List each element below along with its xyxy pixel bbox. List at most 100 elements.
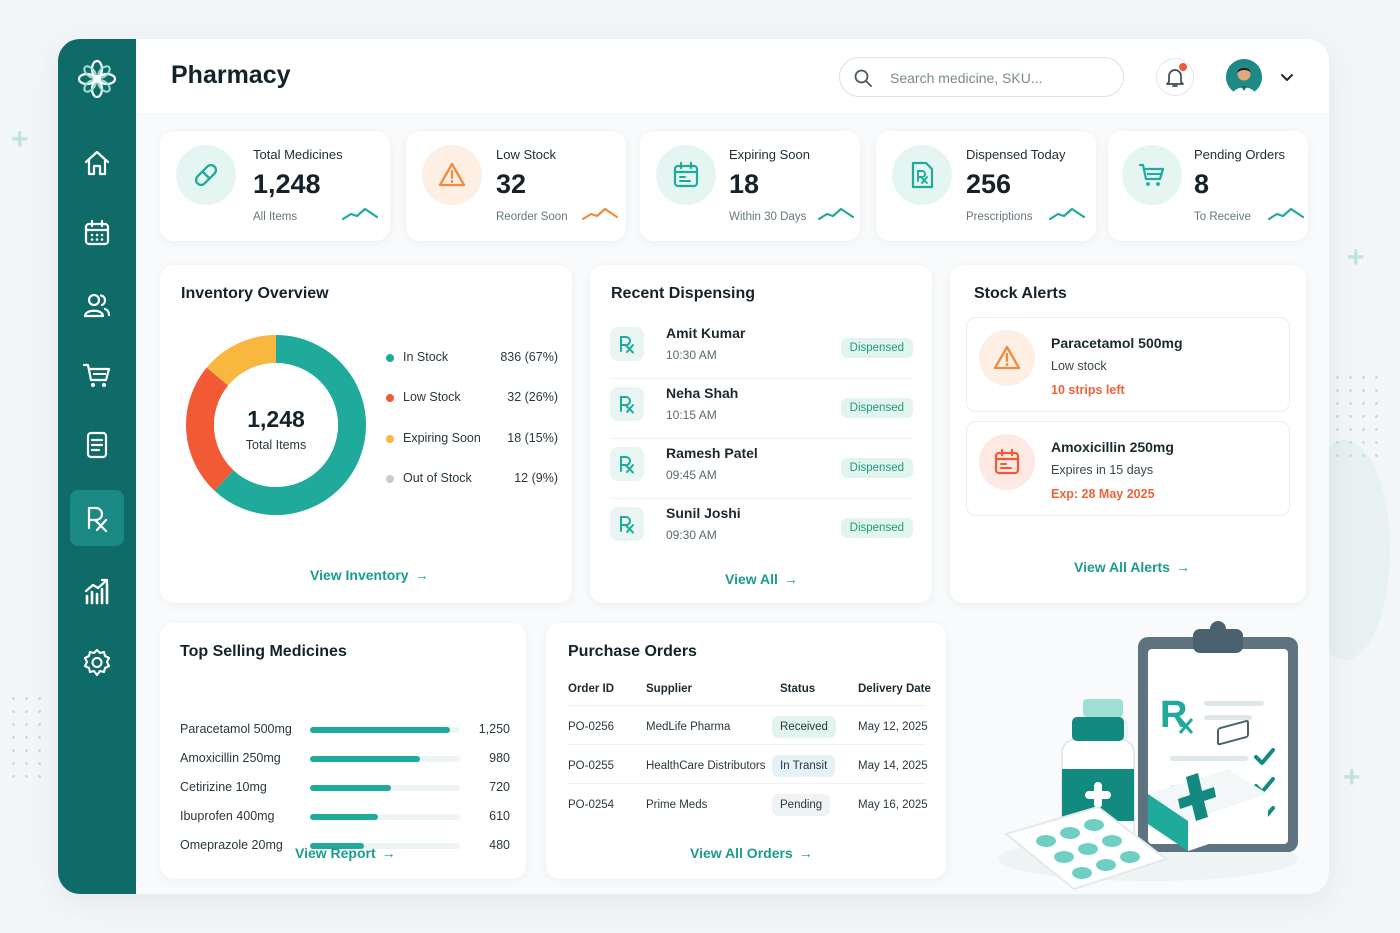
stat-value: 18 (729, 169, 760, 199)
sales-bar (310, 814, 379, 820)
stat-card-total-medicines[interactable]: Total Medicines 1,248 All Items (160, 131, 390, 241)
sales-bar (310, 843, 364, 849)
view-inventory-link[interactable]: View Inventory → (310, 567, 429, 583)
purchase-orders-card: Purchase Orders Order ID Supplier Status… (546, 623, 946, 879)
view-all-alerts-link[interactable]: View All Alerts → (1074, 559, 1190, 575)
stat-card-low-stock[interactable]: Low Stock 32 Reorder Soon (406, 131, 626, 241)
calendar-icon (84, 219, 110, 246)
sales-bar (310, 727, 450, 733)
top-selling-row[interactable]: Amoxicillin 250mg 980 (180, 749, 510, 769)
donut-segment-in-stock (214, 335, 366, 515)
order-id: PO-0256 (568, 721, 615, 733)
column-header: Delivery Date (858, 683, 931, 695)
dispense-time: 10:30 AM (666, 348, 717, 362)
legend-item: Low Stock 32 (26%) (386, 390, 558, 404)
arrow-right-icon: → (783, 571, 798, 587)
top-selling-row[interactable]: Cetirizine 10mg 720 (180, 778, 510, 798)
legend-value: 12 (9%) (514, 471, 558, 485)
alert-note: 10 strips left (1051, 383, 1125, 397)
trend-sparkline-icon (342, 207, 378, 221)
recent-dispensing-card: Recent Dispensing Amit Kumar 10:30 AM Di… (590, 265, 932, 603)
users-icon (83, 293, 111, 318)
chevron-down-icon[interactable] (1279, 69, 1295, 85)
inventory-overview-card: Inventory Overview 1,248 Total Items In … (160, 265, 572, 603)
sales-value: 720 (489, 780, 510, 794)
nav-home[interactable] (70, 135, 124, 191)
link-label: View Inventory (310, 567, 409, 583)
arrow-right-icon: → (414, 567, 429, 583)
patient-name: Amit Kumar (666, 325, 746, 341)
stat-card-pending-orders[interactable]: Pending Orders 8 To Receive (1108, 131, 1308, 241)
dots-decoration (1336, 376, 1378, 457)
rx-icon (610, 447, 644, 481)
sales-value: 980 (489, 751, 510, 765)
avatar[interactable] (1226, 59, 1262, 95)
plus-decoration: + (11, 123, 29, 156)
alert-item[interactable]: Amoxicillin 250mg Expires in 15 days Exp… (966, 421, 1290, 516)
stat-sub: Within 30 Days (729, 211, 807, 223)
top-selling-row[interactable]: Ibuprofen 400mg 610 (180, 807, 510, 827)
gear-icon (83, 648, 111, 677)
nav-cart[interactable] (70, 347, 124, 403)
stat-card-expiring-soon[interactable]: Expiring Soon 18 Within 30 Days (640, 131, 860, 241)
medicine-name: Paracetamol 500mg (180, 722, 292, 736)
top-selling-row[interactable]: Omeprazole 20mg 480 (180, 836, 510, 856)
donut-segment-expiring-soon (206, 335, 277, 386)
dispensing-row[interactable]: Neha Shah 10:15 AM Dispensed (610, 379, 913, 439)
stat-icon-bg (1122, 145, 1182, 205)
legend-label: In Stock (403, 350, 449, 364)
dispensing-row[interactable]: Sunil Joshi 09:30 AM Dispensed (610, 499, 913, 559)
view-all-orders-link[interactable]: View All Orders → (690, 845, 813, 861)
plus-decoration: + (1343, 761, 1361, 794)
dispensing-row[interactable]: Amit Kumar 10:30 AM Dispensed (610, 319, 913, 379)
divider (568, 783, 926, 784)
legend-value: 32 (26%) (507, 390, 558, 404)
stat-icon-bg (656, 145, 716, 205)
stat-icon-bg (176, 145, 236, 205)
search-box[interactable] (839, 57, 1124, 97)
legend-dot (386, 393, 394, 402)
document-icon (86, 431, 108, 459)
nav-prescriptions[interactable] (70, 490, 124, 546)
notifications-button[interactable] (1156, 58, 1194, 96)
medicine-name: Amoxicillin 250mg (180, 751, 281, 765)
stat-value: 256 (966, 169, 1012, 199)
sales-bar-track (310, 814, 460, 820)
view-all-dispensing-link[interactable]: View All → (725, 571, 798, 587)
stat-sub: Prescriptions (966, 211, 1033, 223)
alert-description: Low stock (1051, 359, 1107, 373)
status-badge: Dispensed (840, 458, 913, 478)
section-title: Top Selling Medicines (180, 643, 347, 660)
medicine-name: Cetirizine 10mg (180, 780, 267, 794)
patient-name: Ramesh Patel (666, 445, 758, 461)
stat-card-dispensed-today[interactable]: Dispensed Today 256 Prescriptions (876, 131, 1096, 241)
link-label: View All Alerts (1074, 559, 1170, 575)
dispensing-row[interactable]: Ramesh Patel 09:45 AM Dispensed (610, 439, 913, 499)
nav-calendar[interactable] (70, 205, 124, 261)
alert-item[interactable]: Paracetamol 500mg Low stock 10 strips le… (966, 317, 1290, 412)
pill-icon (194, 163, 218, 187)
stock-alerts-card: Stock Alerts Paracetamol 500mg Low stock… (950, 265, 1306, 603)
pharmacy-illustration: R (998, 621, 1298, 891)
nav-reports[interactable] (70, 563, 124, 619)
status-badge: Pending (772, 794, 831, 816)
sales-value: 1,250 (478, 722, 510, 736)
sales-bar-track (310, 727, 460, 733)
inventory-donut-chart (186, 335, 366, 515)
nav-settings[interactable] (70, 635, 124, 691)
legend-dot (386, 474, 394, 483)
warning-icon (993, 345, 1021, 370)
nav-users[interactable] (70, 277, 124, 333)
legend-item: Expiring Soon 18 (15%) (386, 431, 558, 445)
view-report-link[interactable]: View Report → (295, 845, 396, 861)
medicine-name: Ibuprofen 400mg (180, 809, 275, 823)
search-input[interactable] (890, 67, 1110, 89)
top-selling-row[interactable]: Paracetamol 500mg 1,250 (180, 720, 510, 740)
logo-icon[interactable] (77, 59, 117, 99)
legend-label: Out of Stock (403, 471, 472, 485)
stat-label: Expiring Soon (729, 147, 810, 162)
status-badge: Received (772, 716, 836, 738)
nav-documents[interactable] (70, 417, 124, 473)
alert-note: Exp: 28 May 2025 (1051, 487, 1155, 501)
bell-icon (1166, 69, 1184, 87)
